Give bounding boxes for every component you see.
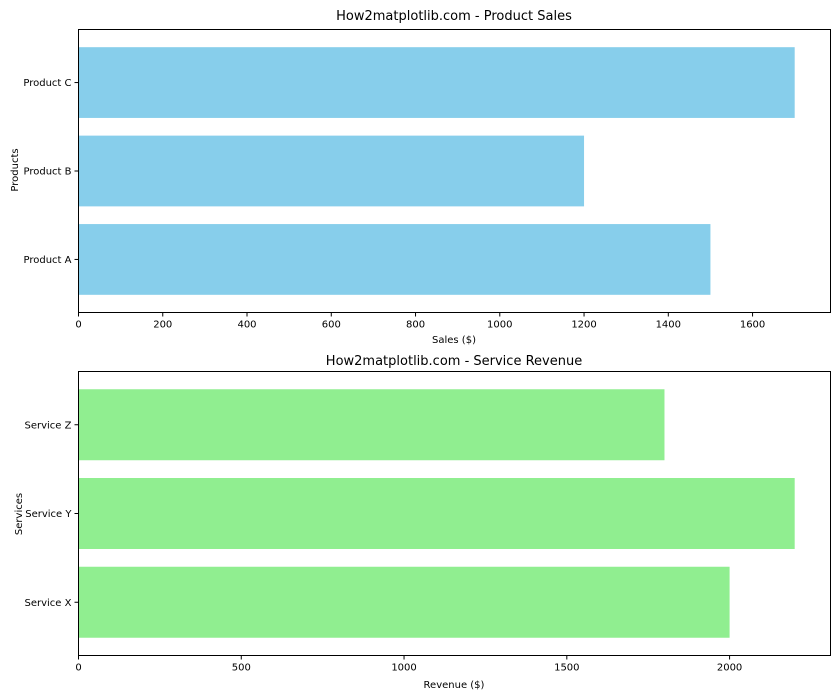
x-axis-label: Revenue ($) [424, 680, 485, 691]
bars [78, 47, 795, 295]
bar-service-y [78, 478, 795, 549]
x-tick-label: 1400 [656, 320, 681, 331]
y-axis-label: Services [14, 493, 25, 535]
x-tick-label: 1600 [740, 320, 765, 331]
x-tick-label: 0 [75, 663, 81, 674]
y-tick-label: Service Y [25, 509, 72, 520]
x-tick-label: 2000 [717, 663, 742, 674]
x-tick-label: 500 [232, 663, 251, 674]
x-ticks: 0 200 400 600 800 1000 1200 1400 1600 [75, 312, 765, 331]
plot-frame [78, 29, 831, 313]
x-tick-label: 200 [153, 320, 172, 331]
plot-frame [78, 371, 831, 656]
x-tick-label: 1000 [391, 663, 416, 674]
y-ticks: Service X Service Y Service Z [25, 420, 79, 609]
service-revenue-chart: How2matplotlib.com - Service Revenue Rev… [14, 354, 831, 691]
x-tick-label: 1000 [487, 320, 512, 331]
y-tick-label: Product A [24, 255, 72, 266]
y-tick-label: Product B [23, 167, 71, 178]
bar-service-x [78, 566, 730, 638]
bars [78, 389, 795, 638]
product-sales-chart: How2matplotlib.com - Product Sales Sales… [10, 9, 831, 346]
x-tick-label: 800 [406, 320, 425, 331]
bar-product-a [78, 224, 711, 295]
chart-title: How2matplotlib.com - Product Sales [336, 9, 572, 24]
y-ticks: Product A Product B Product C [23, 78, 79, 266]
x-tick-label: 400 [237, 320, 256, 331]
bar-service-z [78, 389, 665, 461]
x-tick-label: 600 [322, 320, 341, 331]
x-axis-label: Sales ($) [432, 335, 476, 346]
x-tick-label: 1500 [554, 663, 579, 674]
x-tick-label: 0 [75, 320, 81, 331]
chart-title: How2matplotlib.com - Service Revenue [326, 354, 582, 369]
bar-product-b [78, 135, 585, 207]
y-axis-label: Products [10, 148, 21, 191]
x-tick-label: 1200 [571, 320, 596, 331]
y-tick-label: Product C [23, 78, 71, 89]
y-tick-label: Service X [25, 598, 72, 609]
x-ticks: 0 500 1000 1500 2000 [75, 655, 742, 674]
bar-product-c [78, 47, 795, 118]
y-tick-label: Service Z [25, 420, 72, 431]
